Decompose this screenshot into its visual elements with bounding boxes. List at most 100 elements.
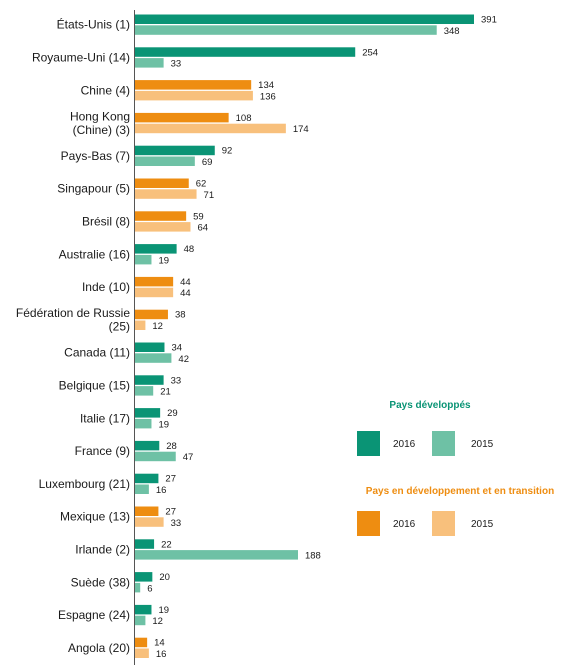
data-label-2015: 12 bbox=[152, 321, 163, 332]
legend-label-developed-2016: 2016 bbox=[393, 439, 416, 450]
bar-2016 bbox=[135, 440, 160, 451]
category-label: Chine (4) bbox=[81, 83, 130, 97]
bar-2016 bbox=[135, 80, 252, 90]
data-label-2016: 38 bbox=[175, 310, 186, 321]
data-label-2015: 136 bbox=[260, 91, 276, 102]
legend-label-developed-2015: 2015 bbox=[471, 439, 494, 450]
data-label-2016: 28 bbox=[166, 441, 177, 452]
data-label-2016: 391 bbox=[481, 15, 497, 26]
data-label-2015: 44 bbox=[180, 288, 191, 299]
bar-2016 bbox=[135, 408, 161, 418]
bar-2016 bbox=[135, 473, 159, 484]
data-label-2016: 19 bbox=[158, 605, 169, 616]
category-label: Royaume-Uni (14) bbox=[32, 50, 130, 64]
bar-2016 bbox=[135, 47, 356, 57]
category-label: Hong Kong (Chine) (3) bbox=[70, 109, 130, 137]
legend-title-developed: Pays développés bbox=[389, 400, 471, 411]
data-label-2016: 20 bbox=[159, 572, 170, 583]
bar-2015 bbox=[135, 386, 154, 396]
bar-2015 bbox=[135, 353, 172, 363]
bar-2016 bbox=[135, 112, 229, 123]
legend-swatch-developed-2016 bbox=[357, 431, 380, 456]
bar-2015 bbox=[135, 90, 253, 101]
category-label: États-Unis (1) bbox=[57, 17, 130, 32]
legend-swatch-developing-2015 bbox=[432, 511, 455, 536]
bar-2016 bbox=[135, 211, 187, 221]
category-label: Luxembourg (21) bbox=[39, 477, 130, 491]
bar-2015 bbox=[135, 517, 164, 527]
data-label-2016: 62 bbox=[196, 179, 207, 190]
bar-2016 bbox=[135, 14, 474, 24]
bar-2015 bbox=[135, 451, 176, 462]
legend-swatch-developed-2015 bbox=[432, 431, 455, 456]
data-label-2016: 254 bbox=[362, 47, 378, 58]
category-label: Espagne (24) bbox=[58, 608, 130, 622]
legend-label-developing-2015: 2015 bbox=[471, 519, 494, 530]
bar-2016 bbox=[135, 604, 152, 615]
data-label-2015: 348 bbox=[444, 26, 460, 37]
bar-2016 bbox=[135, 276, 174, 287]
data-label-2016: 48 bbox=[184, 244, 195, 255]
bar-2015 bbox=[135, 189, 197, 199]
data-label-2016: 44 bbox=[180, 277, 191, 288]
legend-label-developing-2016: 2016 bbox=[393, 519, 416, 530]
category-label: Suède (38) bbox=[71, 575, 130, 589]
bar-2016 bbox=[135, 375, 164, 385]
data-label-2015: 188 bbox=[305, 551, 321, 562]
bar-2016 bbox=[135, 244, 177, 254]
legend-title-developing: Pays en développement et en transition bbox=[366, 486, 554, 497]
data-label-2016: 108 bbox=[236, 113, 252, 124]
bar-2016 bbox=[135, 572, 153, 582]
category-label: Singapour (5) bbox=[57, 182, 130, 196]
data-label-2016: 27 bbox=[165, 474, 176, 485]
data-label-2016: 29 bbox=[167, 408, 178, 419]
bar-2015 bbox=[135, 320, 146, 330]
category-label: Belgique (15) bbox=[59, 378, 130, 392]
category-label: Mexique (13) bbox=[60, 510, 130, 524]
category-label: Inde (10) bbox=[82, 280, 130, 294]
bar-2015 bbox=[135, 287, 174, 298]
data-label-2015: 19 bbox=[158, 255, 169, 266]
data-label-2016: 92 bbox=[222, 146, 233, 157]
bar-2015 bbox=[135, 582, 141, 593]
bar-2015 bbox=[135, 156, 195, 166]
data-label-2016: 33 bbox=[171, 375, 182, 386]
data-label-2016: 34 bbox=[171, 343, 182, 354]
category-label: Brésil (8) bbox=[82, 214, 130, 228]
data-label-2015: 21 bbox=[160, 387, 171, 398]
data-label-2016: 14 bbox=[154, 638, 165, 649]
bar-2015 bbox=[135, 615, 146, 626]
bar-2016 bbox=[135, 145, 215, 156]
category-label: Italie (17) bbox=[80, 411, 130, 425]
bar-2015 bbox=[135, 25, 437, 35]
legend: Pays développés 2016 2015 Pays en dévelo… bbox=[357, 400, 554, 536]
data-label-2015: 16 bbox=[156, 649, 167, 660]
category-label: France (9) bbox=[75, 444, 130, 458]
bar-2016 bbox=[135, 178, 189, 188]
bar-2015 bbox=[135, 222, 191, 232]
data-label-2015: 6 bbox=[147, 583, 152, 594]
bar-2016 bbox=[135, 506, 159, 516]
bar-2015 bbox=[135, 484, 149, 494]
data-label-2015: 12 bbox=[152, 616, 163, 627]
bar-2015 bbox=[135, 648, 149, 658]
bar-2015 bbox=[135, 418, 152, 429]
data-label-2015: 71 bbox=[204, 190, 215, 201]
data-label-2015: 69 bbox=[202, 157, 213, 168]
data-label-2015: 42 bbox=[178, 354, 189, 365]
bar-2016 bbox=[135, 309, 168, 320]
data-label-2016: 27 bbox=[165, 507, 176, 518]
category-label: Angola (20) bbox=[68, 641, 130, 655]
data-label-2016: 134 bbox=[258, 80, 274, 91]
data-label-2015: 64 bbox=[197, 223, 208, 234]
bar-2015 bbox=[135, 550, 298, 560]
category-label: Pays-Bas (7) bbox=[61, 149, 130, 163]
data-label-2015: 174 bbox=[293, 124, 309, 135]
data-label-2015: 19 bbox=[158, 419, 169, 430]
category-label: Australie (16) bbox=[59, 247, 130, 261]
data-label-2016: 22 bbox=[161, 539, 172, 550]
bar-2015 bbox=[135, 123, 286, 134]
category-label: Canada (11) bbox=[64, 346, 130, 360]
bar-2016 bbox=[135, 342, 165, 352]
